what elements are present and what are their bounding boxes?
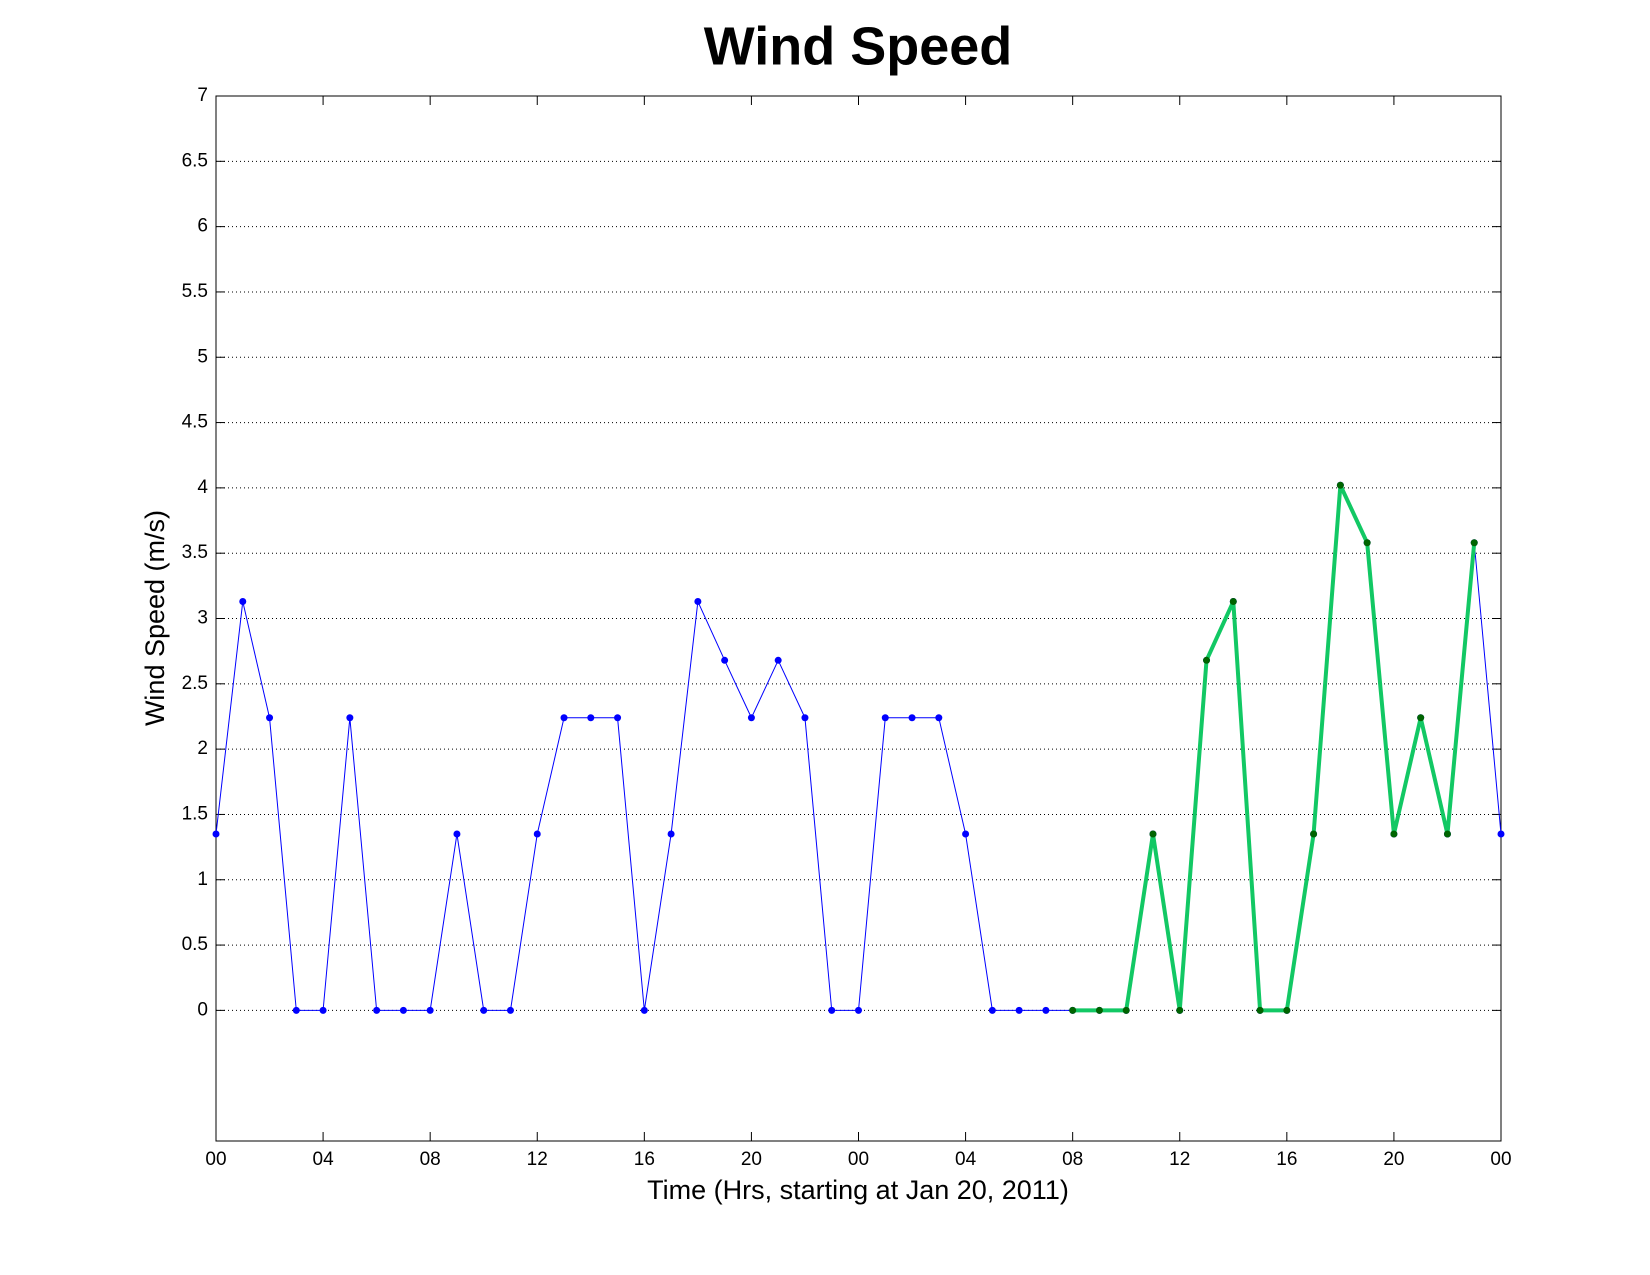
data-point (1176, 1006, 1184, 1014)
y-tick-label: 3 (197, 608, 208, 629)
data-point (828, 1006, 836, 1014)
data-point (587, 714, 595, 722)
data-point (774, 656, 782, 664)
y-tick-label: 1 (197, 869, 208, 890)
data-point (426, 1006, 434, 1014)
data-point (935, 714, 943, 722)
data-point (346, 714, 354, 722)
y-tick-label: 4.5 (182, 412, 208, 433)
y-tick-label: 0 (197, 999, 208, 1020)
data-point (453, 830, 461, 838)
x-tick-label: 20 (741, 1149, 762, 1170)
data-point (1417, 714, 1425, 722)
x-tick-label: 04 (955, 1149, 977, 1170)
data-point (801, 714, 809, 722)
data-point (855, 1006, 862, 1014)
data-point (1443, 830, 1451, 838)
data-point (908, 714, 916, 722)
y-tick-label: 6.5 (182, 150, 208, 171)
data-point (1095, 1006, 1103, 1014)
data-point (694, 598, 702, 606)
data-point (1310, 830, 1318, 838)
data-point (721, 656, 729, 664)
data-point (881, 714, 889, 722)
x-tick-label: 16 (1276, 1149, 1297, 1170)
data-point (962, 830, 970, 838)
y-tick-label: 2.5 (182, 673, 208, 694)
data-point (640, 1006, 648, 1014)
data-point (560, 714, 568, 722)
x-tick-label: 04 (313, 1149, 335, 1170)
data-point (1015, 1006, 1023, 1014)
x-tick-label: 00 (848, 1149, 869, 1170)
x-tick-label: 00 (205, 1149, 226, 1170)
data-point (266, 714, 274, 722)
y-tick-label: 0.5 (182, 934, 208, 955)
chart-title: Wind Speed (704, 16, 1013, 76)
data-point (988, 1006, 996, 1014)
data-point (1390, 830, 1398, 838)
y-tick-label: 4 (197, 477, 208, 498)
y-tick-label: 3.5 (182, 542, 208, 563)
data-point (319, 1006, 327, 1014)
data-point (1069, 1006, 1077, 1014)
y-tick-label: 6 (197, 216, 208, 237)
x-tick-label: 08 (420, 1149, 441, 1170)
data-point (239, 598, 247, 606)
x-tick-label: 20 (1383, 1149, 1404, 1170)
x-tick-label: 08 (1062, 1149, 1083, 1170)
data-point (1497, 830, 1505, 838)
data-point (399, 1006, 407, 1014)
data-point (667, 830, 675, 838)
x-tick-label: 12 (1169, 1149, 1190, 1170)
x-tick-label: 12 (527, 1149, 548, 1170)
data-point (1122, 1006, 1130, 1014)
data-point (373, 1006, 381, 1014)
series-line (1072, 483, 1477, 1013)
data-point (1283, 1006, 1291, 1014)
data-point (1336, 481, 1344, 489)
x-tick-label: 16 (634, 1149, 655, 1170)
y-tick-label: 7 (197, 85, 208, 106)
data-point (292, 1006, 300, 1014)
y-tick-label: 5 (197, 346, 208, 367)
y-tick-label: 2 (197, 738, 208, 759)
data-point (506, 1006, 514, 1014)
data-point (533, 830, 541, 838)
y-tick-label: 5.5 (182, 281, 208, 302)
data-point (1042, 1006, 1050, 1014)
data-point (1470, 539, 1478, 547)
data-point (1203, 656, 1211, 664)
data-point (1149, 830, 1157, 838)
data-point (614, 714, 622, 722)
data-point (1256, 1006, 1264, 1014)
data-point (212, 830, 220, 838)
plot-frame (215, 95, 1502, 1142)
data-point (747, 714, 755, 722)
x-axis-label: Time (Hrs, starting at Jan 20, 2011) (647, 1175, 1069, 1205)
y-axis-label: Wind Speed (m/s) (140, 510, 170, 726)
data-point (480, 1006, 488, 1014)
data-point (1363, 539, 1371, 547)
x-tick-label: 00 (1490, 1149, 1511, 1170)
data-point (1229, 598, 1237, 606)
y-tick-label: 1.5 (182, 803, 208, 824)
